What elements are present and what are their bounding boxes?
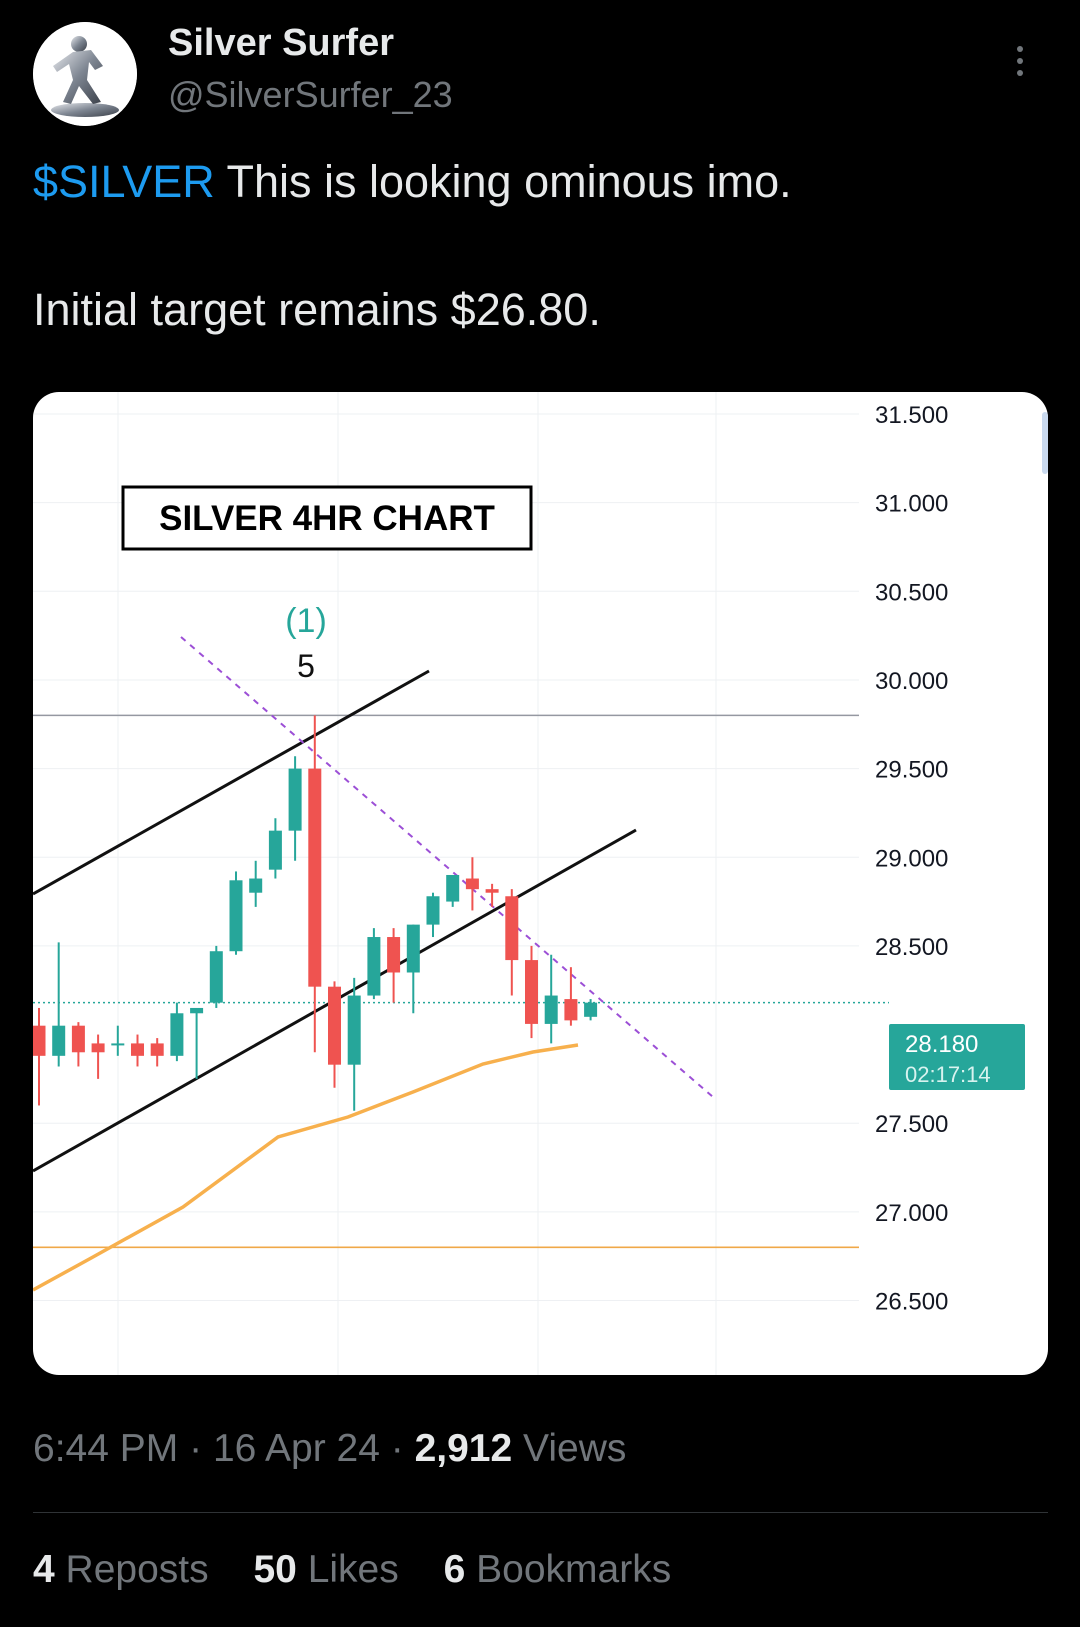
engagement-stats: 4 Reposts 50 Likes 6 Bookmarks xyxy=(33,1548,705,1592)
dashed-downtrend-line xyxy=(180,636,714,1098)
candle-body xyxy=(426,896,440,925)
candle-body xyxy=(387,937,401,973)
y-tick-label: 30.000 xyxy=(875,668,948,695)
last-price-badge xyxy=(889,1024,1025,1090)
candle-body xyxy=(505,896,519,961)
divider xyxy=(33,1512,1048,1513)
candle-body xyxy=(52,1025,66,1056)
candle-body xyxy=(347,995,361,1065)
channel-upper-line xyxy=(33,669,430,896)
candle-body xyxy=(465,878,479,890)
tweet-time[interactable]: 6:44 PM xyxy=(33,1427,179,1470)
candle-body xyxy=(367,937,381,996)
tweet-text: $SILVER This is looking ominous imo. Ini… xyxy=(33,150,1043,342)
candle-body xyxy=(131,1043,144,1056)
candle-body xyxy=(406,924,420,973)
y-tick-label: 27.000 xyxy=(875,1200,948,1227)
y-tick-label: 28.500 xyxy=(875,934,948,961)
last-price: 28.180 xyxy=(905,1031,978,1058)
candle-body xyxy=(544,995,558,1024)
y-tick-label: 31.500 xyxy=(875,402,948,429)
candle-body xyxy=(91,1043,105,1053)
tweet-line-1: This is looking ominous imo. xyxy=(214,156,792,207)
y-tick-label: 31.000 xyxy=(875,491,948,518)
candle-body xyxy=(209,951,223,1003)
candle-body xyxy=(328,986,341,1065)
wave-degree-label: (1) xyxy=(285,602,327,640)
views-label: Views xyxy=(523,1427,627,1470)
chart-image[interactable]: 31.500 31.000 30.500 30.000 29.500 29.000 28.5… xyxy=(33,392,1048,1375)
author-handle[interactable]: @SilverSurfer_23 xyxy=(168,74,453,115)
more-options-icon[interactable] xyxy=(1010,46,1030,86)
reposts-stat[interactable]: 4 Reposts xyxy=(33,1548,209,1591)
likes-stat[interactable]: 50 Likes xyxy=(253,1548,399,1591)
moving-average-line xyxy=(33,1043,579,1292)
y-tick-label: 29.500 xyxy=(875,757,948,784)
candle-body xyxy=(150,1043,164,1056)
chart-title: SILVER 4HR CHART xyxy=(159,499,495,538)
avatar[interactable] xyxy=(33,22,137,126)
cashtag-link[interactable]: $SILVER xyxy=(33,156,215,207)
candle-body xyxy=(71,1025,85,1053)
candle-body xyxy=(485,889,499,893)
author-display-name[interactable]: Silver Surfer xyxy=(168,22,394,64)
views-count: 2,912 xyxy=(414,1427,513,1470)
y-tick-label: 29.000 xyxy=(875,845,948,872)
bookmarks-stat[interactable]: 6 Bookmarks xyxy=(443,1548,672,1591)
wave-label: 5 xyxy=(297,648,315,684)
candlestick-chart: 31.500 31.000 30.500 30.000 29.500 29.000 28.5… xyxy=(33,392,1048,1375)
candle-body xyxy=(308,768,322,987)
candle-body xyxy=(446,874,460,902)
countdown: 02:17:14 xyxy=(905,1062,991,1087)
y-tick-label: 27.500 xyxy=(875,1111,948,1138)
candle-body xyxy=(249,878,263,893)
candle-body xyxy=(288,768,302,831)
silver-surfer-avatar-icon xyxy=(33,22,137,126)
candle-body xyxy=(190,1007,204,1014)
candle-body xyxy=(525,960,538,1024)
tweet-date[interactable]: 16 Apr 24 xyxy=(212,1427,380,1470)
y-tick-label: 30.500 xyxy=(875,579,948,606)
candle-body xyxy=(170,1013,184,1056)
price-scale-scrollbar xyxy=(1042,412,1048,474)
candle-body xyxy=(229,880,243,952)
chart-title-box xyxy=(121,485,533,551)
candle-body xyxy=(584,1002,598,1017)
candle-body xyxy=(564,999,578,1021)
candle-body xyxy=(33,1025,46,1056)
tweet-meta: 6:44 PM · 16 Apr 24 · 2,912 Views xyxy=(33,1427,627,1470)
candle-body xyxy=(268,830,282,870)
candle-body xyxy=(111,1043,125,1046)
tweet-line-2: Initial target remains $26.80. xyxy=(33,284,601,335)
y-tick-label: 26.500 xyxy=(875,1289,948,1316)
